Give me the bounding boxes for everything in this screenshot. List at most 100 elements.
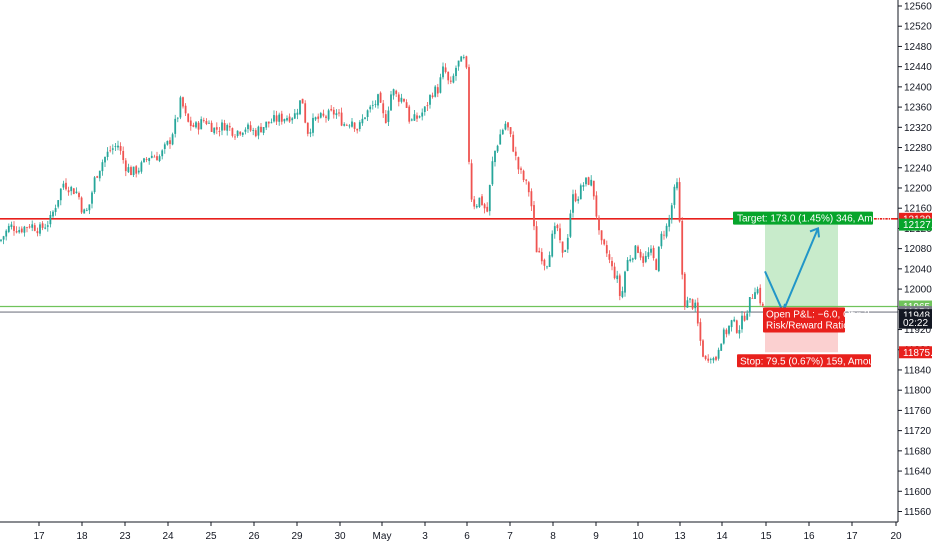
candle-body [202, 120, 205, 122]
candle-body [397, 94, 400, 102]
candle-body [657, 246, 660, 272]
candle-body [184, 105, 187, 114]
candle-body [161, 150, 164, 157]
candle-body [356, 128, 359, 131]
candle-body [176, 117, 179, 119]
candle-body [384, 114, 387, 123]
y-tick-label: 12160.0 [904, 204, 932, 215]
candle-body [158, 156, 161, 161]
candle-body [2, 236, 5, 240]
candle-body [668, 218, 671, 227]
candle-body [156, 156, 158, 161]
candle-body [504, 123, 507, 130]
candle-body [678, 182, 681, 222]
candle-body [624, 271, 626, 293]
candle-body [665, 225, 668, 237]
y-tick-label: 12200.0 [904, 183, 932, 194]
candle-body [62, 183, 65, 188]
x-tick-label: 8 [550, 531, 556, 542]
candle-body [533, 205, 535, 227]
candle-body [301, 98, 304, 104]
x-tick-label: 20 [890, 531, 902, 542]
candle-body [673, 186, 676, 205]
candle-body [642, 256, 645, 263]
candle-body [340, 112, 343, 126]
candle-body [530, 191, 533, 207]
candle-body [447, 71, 450, 81]
y-tick-label: 11920.0 [904, 325, 932, 336]
candle-body [140, 162, 143, 172]
candle-body [236, 130, 239, 136]
candle-body [137, 170, 140, 173]
candle-body [249, 125, 252, 131]
candle-body [486, 206, 489, 212]
candle-body [166, 140, 169, 145]
candle-body [257, 126, 260, 136]
candle-body [525, 179, 528, 181]
candle-body [5, 230, 8, 237]
candle-body [468, 67, 470, 162]
candle-body [335, 113, 338, 116]
position-zones [765, 224, 838, 353]
candle-body [413, 114, 416, 121]
candle-body [46, 225, 49, 227]
candle-body [54, 208, 57, 213]
candle-body [434, 86, 437, 97]
candle-body [460, 56, 463, 62]
candle-body [20, 228, 23, 233]
candle-body [85, 209, 88, 211]
candle-body [322, 113, 325, 116]
candle-body [676, 182, 678, 189]
candle-body [637, 246, 639, 253]
candle-body [26, 227, 28, 228]
candle-body [348, 125, 351, 127]
candle-body [702, 340, 704, 357]
candle-body [418, 116, 421, 118]
candle-body [595, 195, 598, 217]
x-tick-label: 10 [632, 531, 644, 542]
candle-body [689, 298, 691, 300]
candle-body [153, 156, 156, 158]
candle-body [353, 122, 356, 129]
x-tick-label: 26 [248, 531, 260, 542]
x-tick-label: 18 [76, 531, 88, 542]
position-labels: Target: 173.0 (1.45%) 346, Amount: 1519 S… [733, 211, 920, 368]
candle-body [101, 162, 104, 172]
candle-body [260, 126, 262, 133]
candle-body [13, 225, 15, 231]
x-tick-label: 17 [846, 531, 858, 542]
candle-body [330, 108, 333, 111]
y-tick-label: 12320.0 [904, 123, 932, 134]
candle-body [691, 299, 694, 309]
candle-body [546, 266, 548, 268]
y-tick-label: 12480.0 [904, 42, 932, 53]
candle-body [28, 226, 31, 228]
candle-body [382, 103, 385, 114]
candle-body [611, 260, 613, 267]
candle-body [561, 241, 564, 253]
axis-tag-target-price-bg [899, 218, 932, 231]
candle-body [442, 66, 444, 78]
candle-body [80, 197, 83, 213]
candle-body [629, 259, 632, 262]
candle-body [239, 131, 242, 135]
y-tick-label: 12560.0 [904, 2, 932, 13]
candle-body [514, 151, 517, 156]
candle-body [564, 250, 567, 252]
candle-body [262, 126, 265, 133]
y-tick-label: 12440.0 [904, 62, 932, 73]
x-tick-label: 15 [760, 531, 772, 542]
open-pl-label: Open P&L: −6.0, Qty: 3 [766, 310, 870, 321]
y-tick-label: 11600.0 [904, 487, 932, 498]
candle-body [387, 110, 390, 122]
candle-body [712, 358, 715, 361]
x-tick-label: 29 [291, 531, 303, 542]
candle-body [208, 122, 210, 124]
candle-body [735, 320, 738, 333]
candle-body [405, 102, 408, 108]
candle-body [462, 57, 465, 58]
candle-body [639, 251, 642, 258]
candle-body [377, 94, 379, 106]
candle-body [569, 213, 572, 237]
